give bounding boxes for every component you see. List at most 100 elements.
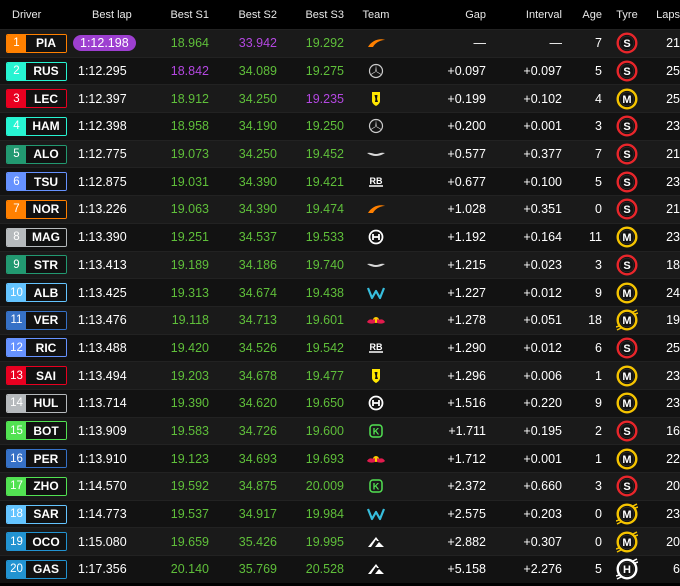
svg-text:S: S	[623, 482, 630, 494]
tyre-age-cell: 9	[595, 396, 602, 411]
driver-cell: 12 RIC	[0, 338, 70, 358]
table-row[interactable]: 15 BOT 1:13.909 19.583 34.726 19.600 K +1.711 +0…	[0, 416, 680, 445]
header-gap[interactable]: Gap	[465, 8, 486, 21]
best-s3-cell: 19.292	[305, 36, 344, 51]
tyre-age-cell: 0	[595, 507, 602, 522]
best-s2-cell: 34.875	[238, 479, 277, 494]
tyre-compound-icon: S	[602, 420, 652, 442]
header-best-s2[interactable]: Best S2	[238, 8, 277, 21]
table-row[interactable]: 12 RIC 1:13.488 19.420 34.526 19.542 RB +1.290 +…	[0, 333, 680, 362]
position-number: 16	[7, 450, 26, 468]
driver-cell: 17 ZHO	[0, 476, 70, 496]
laps-cell: 16	[666, 423, 680, 438]
laps-cell: 18	[666, 257, 680, 272]
best-s2-cell: 34.674	[238, 285, 277, 300]
header-tyre[interactable]: Tyre	[616, 8, 638, 21]
driver-badge: 15 BOT	[6, 421, 67, 441]
interval-cell: +0.097	[523, 64, 562, 79]
svg-text:M: M	[622, 371, 631, 383]
table-row[interactable]: 5 ALO 1:12.775 19.073 34.250 19.452 +0.577 +0.3…	[0, 139, 680, 168]
driver-badge: 14 HUL	[6, 393, 67, 413]
header-best-s1[interactable]: Best S1	[170, 8, 209, 21]
best-s1-cell: 20.140	[170, 562, 209, 577]
best-lap-cell: 1:15.080	[70, 535, 144, 549]
gap-cell: +0.577	[447, 147, 486, 162]
best-s1-cell: 19.189	[170, 257, 209, 272]
header-interval[interactable]: Interval	[525, 8, 562, 21]
table-row[interactable]: 10 ALB 1:13.425 19.313 34.674 19.438 +1.227 +0.…	[0, 278, 680, 306]
mclaren-logo	[344, 201, 408, 217]
driver-cell: 15 BOT	[0, 421, 70, 441]
table-row[interactable]: 9 STR 1:13.413 19.189 34.186 19.740 +1.215 +0.0…	[0, 250, 680, 279]
interval-cell: +0.100	[523, 174, 562, 189]
best-lap-time: 1:13.909	[78, 423, 127, 438]
header-driver[interactable]: Driver	[12, 8, 42, 21]
position-number: 5	[7, 145, 26, 163]
header-age[interactable]: Age	[582, 8, 602, 21]
best-lap-cell: 1:12.295	[70, 64, 144, 78]
table-row[interactable]: 17 ZHO 1:14.570 19.592 34.875 20.009 K +2.372 +0…	[0, 472, 680, 500]
tyre-age-cell: 3	[595, 479, 602, 494]
driver-code: OCO	[26, 533, 66, 551]
tyre-age-cell: 6	[595, 340, 602, 355]
gap-cell: +1.215	[447, 257, 486, 272]
position-number: 12	[7, 339, 26, 357]
best-s2-cell: 34.089	[238, 64, 277, 79]
best-lap-time: 1:15.080	[78, 534, 127, 549]
driver-code: NOR	[26, 200, 66, 218]
header-team[interactable]: Team	[362, 8, 390, 21]
table-row[interactable]: 20 GAS 1:17.356 20.140 35.769 20.528 +5.158 +2.…	[0, 555, 680, 583]
best-s3-cell: 19.601	[305, 313, 344, 328]
aston-martin-logo	[344, 257, 408, 273]
best-s3-cell: 20.528	[305, 562, 344, 577]
table-row[interactable]: 14 HUL 1:13.714 19.390 34.620 19.650 +1.516 +0.…	[0, 388, 680, 417]
best-lap-cell: 1:12.198	[70, 35, 144, 52]
red-bull-logo	[344, 451, 408, 467]
driver-badge: 19 OCO	[6, 532, 67, 552]
svg-text:M: M	[622, 509, 631, 521]
driver-badge: 3 LEC	[6, 89, 67, 109]
interval-cell: +0.012	[523, 285, 562, 300]
position-number: 14	[7, 394, 26, 412]
position-number: 9	[7, 256, 26, 274]
header-laps[interactable]: Laps	[656, 8, 680, 21]
best-s1-cell: 19.118	[171, 313, 209, 328]
table-row[interactable]: 3 LEC 1:12.397 18.912 34.250 19.235 +0.199 +0.1…	[0, 84, 680, 113]
table-row[interactable]: 4 HAM 1:12.398 18.958 34.190 19.250 +0.200 +0.0…	[0, 112, 680, 140]
table-row[interactable]: 18 SAR 1:14.773 19.537 34.917 19.984 +2.575 +0.…	[0, 499, 680, 528]
interval-cell: +0.001	[523, 451, 562, 466]
header-best-lap[interactable]: Best lap	[92, 8, 132, 21]
driver-code: GAS	[26, 560, 66, 578]
table-row[interactable]: 13 SAI 1:13.494 19.203 34.678 19.477 +1.296 +0.…	[0, 361, 680, 389]
table-row[interactable]: 1 PIA 1:12.198 18.964 33.942 19.292 — — 7 S 21	[0, 29, 680, 57]
svg-text:S: S	[623, 343, 630, 355]
svg-text:M: M	[622, 454, 631, 466]
driver-cell: 14 HUL	[0, 393, 70, 413]
table-row[interactable]: 6 TSU 1:12.875 19.031 34.390 19.421 RB +0.677 +0…	[0, 167, 680, 196]
interval-cell: +0.351	[523, 202, 562, 217]
best-lap-cell: 1:13.494	[70, 369, 144, 383]
driver-cell: 19 OCO	[0, 532, 70, 552]
table-row[interactable]: 19 OCO 1:15.080 19.659 35.426 19.995 +2.882 +0.…	[0, 527, 680, 556]
driver-code: ZHO	[26, 477, 66, 495]
position-number: 18	[7, 505, 26, 523]
driver-code: PER	[26, 450, 66, 468]
laps-cell: 23	[666, 174, 680, 189]
tyre-compound-icon: S	[602, 60, 652, 82]
table-row[interactable]: 2 RUS 1:12.295 18.842 34.089 19.275 +0.097 +0.0…	[0, 56, 680, 85]
best-s2-cell: 34.250	[238, 91, 277, 106]
gap-cell: +1.192	[447, 230, 486, 245]
table-row[interactable]: 16 PER 1:13.910 19.123 34.693 19.693 +1.712 +0.…	[0, 444, 680, 472]
driver-badge: 6 TSU	[6, 172, 67, 192]
laps-cell: 23	[666, 368, 680, 383]
best-s2-cell: 34.390	[238, 174, 277, 189]
table-row[interactable]: 11 VER 1:13.476 19.118 34.713 19.601 +1.278 +0.…	[0, 305, 680, 334]
driver-cell: 20 GAS	[0, 559, 70, 579]
tyre-compound-icon: S	[602, 198, 652, 220]
driver-code: RUS	[26, 62, 66, 80]
header-best-s3[interactable]: Best S3	[305, 8, 344, 21]
table-row[interactable]: 7 NOR 1:13.226 19.063 34.390 19.474 +1.028 +0.3…	[0, 195, 680, 223]
table-row[interactable]: 8 MAG 1:13.390 19.251 34.537 19.533 +1.192 +0.1…	[0, 222, 680, 251]
driver-cell: 13 SAI	[0, 366, 70, 386]
tyre-compound-icon: M	[602, 531, 652, 553]
